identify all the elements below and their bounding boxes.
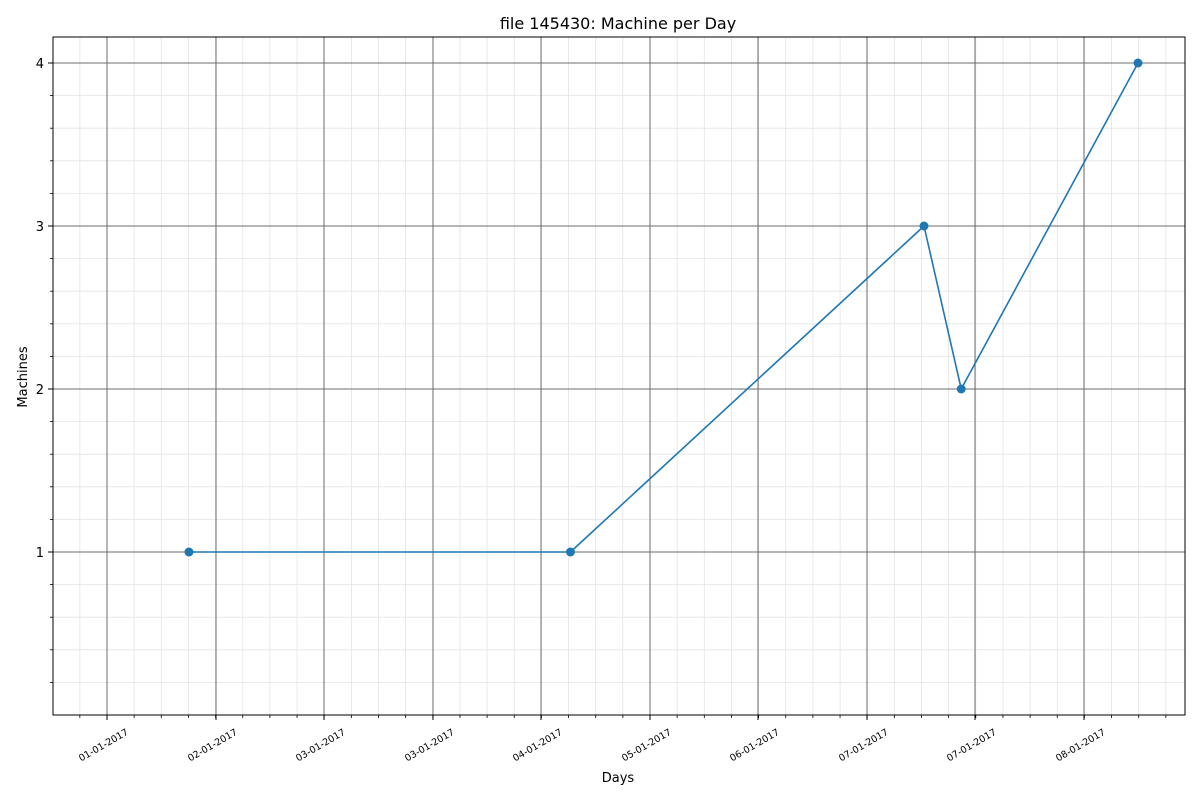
minor-grid <box>53 37 1185 715</box>
chart-title: file 145430: Machine per Day <box>500 14 736 33</box>
x-axis-ticks: 01-01-2017 02-01-2017 03-01-2017 03-01-2017… <box>77 715 1167 764</box>
series-layer <box>184 58 1143 557</box>
y-tick-label: 4 <box>36 57 44 72</box>
y-axis-ticks: 1 2 3 4 <box>36 57 53 683</box>
x-tick-label: 06-01-2017 <box>728 727 781 764</box>
data-point <box>184 547 194 557</box>
plot-frame <box>52 36 1186 716</box>
x-tick-label: 05-01-2017 <box>620 727 673 764</box>
x-tick-label: 07-01-2017 <box>945 727 998 764</box>
data-point <box>565 547 575 557</box>
x-tick-label: 03-01-2017 <box>294 727 347 764</box>
x-tick-label: 04-01-2017 <box>511 727 564 764</box>
x-tick-label: 03-01-2017 <box>403 727 456 764</box>
series-line <box>189 62 1139 553</box>
data-point <box>919 221 929 231</box>
data-point <box>956 384 966 394</box>
y-tick-label: 1 <box>36 546 44 561</box>
y-axis-label: Machines <box>16 346 31 407</box>
x-tick-label: 01-01-2017 <box>77 727 130 764</box>
x-tick-label: 02-01-2017 <box>186 727 239 764</box>
y-tick-label: 2 <box>36 383 44 398</box>
data-point <box>1133 58 1143 68</box>
x-tick-label: 07-01-2017 <box>837 727 890 764</box>
x-tick-label: 08-01-2017 <box>1054 727 1107 764</box>
y-tick-label: 3 <box>36 220 44 235</box>
x-axis-label: Days <box>602 771 635 786</box>
major-grid <box>53 37 1185 715</box>
